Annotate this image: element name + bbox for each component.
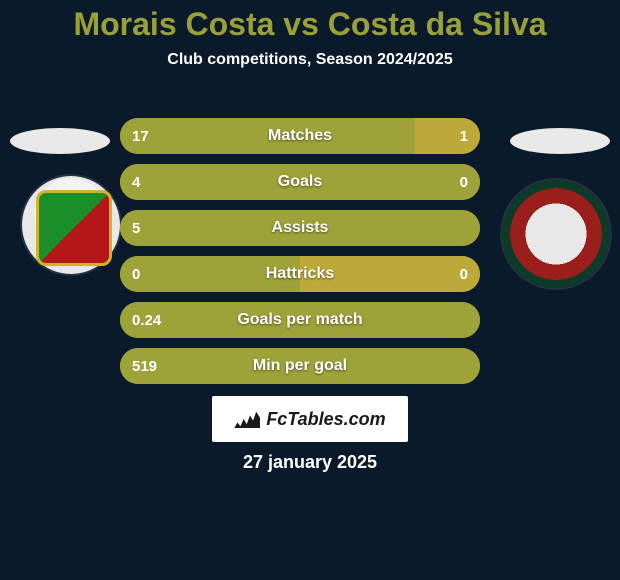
player-right-oval [510,128,610,154]
stat-bar-row: 5Assists [120,210,480,246]
stat-bar-row: 40Goals [120,164,480,200]
player-left-oval [10,128,110,154]
stat-label: Goals [120,164,480,200]
spark-icon [234,410,260,428]
page-title: Morais Costa vs Costa da Silva [0,0,620,43]
fctables-label: FcTables.com [266,409,385,430]
page-subtitle: Club competitions, Season 2024/2025 [0,51,620,69]
stat-label: Matches [120,118,480,154]
stat-label: Hattricks [120,256,480,292]
footer-date: 27 january 2025 [0,452,620,473]
stat-bar-row: 00Hattricks [120,256,480,292]
stat-bar-row: 519Min per goal [120,348,480,384]
stat-bars: 171Matches 40Goals 5Assists 00Hattricks 0.24… [120,118,480,394]
club-crest-right [502,180,610,288]
stat-bar-row: 171Matches [120,118,480,154]
club-crest-left [22,176,120,274]
stat-label: Assists [120,210,480,246]
stat-label: Min per goal [120,348,480,384]
comparison-card: Morais Costa vs Costa da Silva Club comp… [0,0,620,580]
fctables-badge: FcTables.com [212,396,408,442]
stat-label: Goals per match [120,302,480,338]
stat-bar-row: 0.24Goals per match [120,302,480,338]
